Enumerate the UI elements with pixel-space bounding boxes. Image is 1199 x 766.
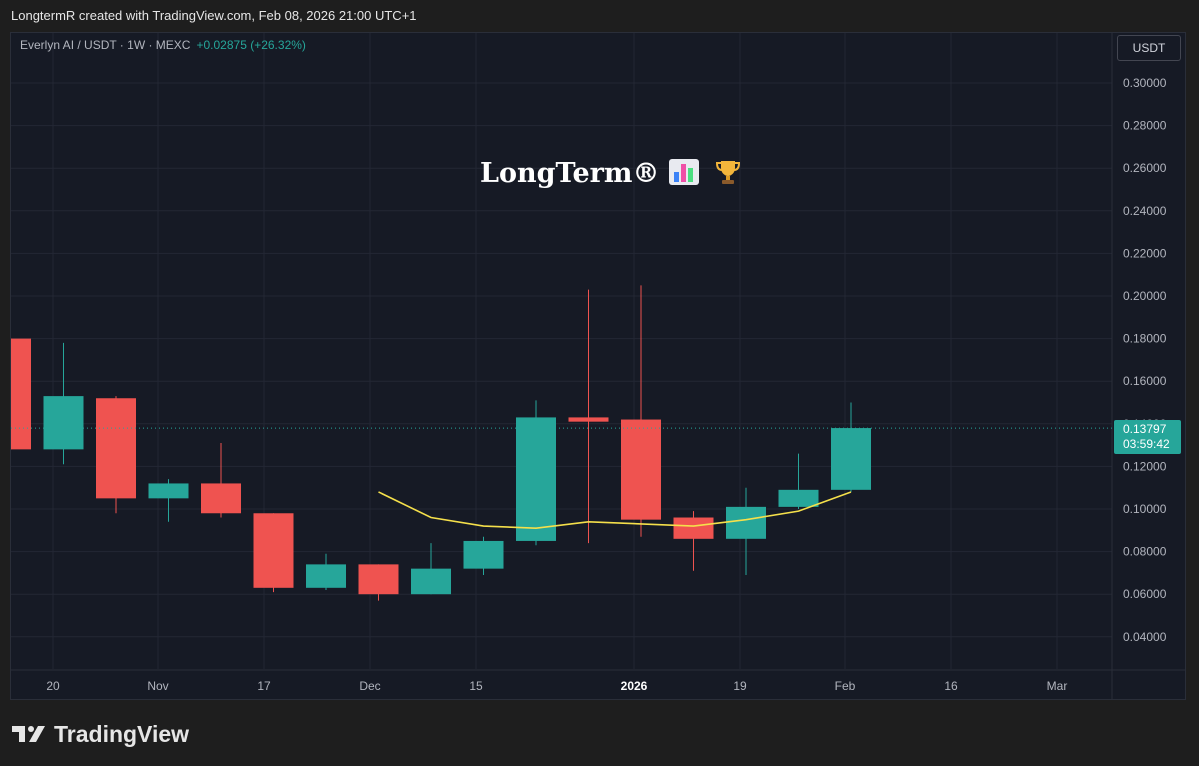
- last-price-value: 0.13797: [1123, 422, 1167, 436]
- brand-name: TradingView: [54, 720, 190, 747]
- candle-body: [148, 483, 189, 499]
- time-tick-label: Mar: [1047, 679, 1068, 693]
- bar-chart-emoji-icon: [668, 159, 699, 185]
- candle-body: [11, 338, 31, 450]
- last-price-tag: 0.13797 03:59:42: [1114, 420, 1181, 454]
- price-change: +0.02875 (+26.32%): [196, 38, 306, 52]
- time-tick-label: 16: [944, 679, 958, 693]
- trophy-emoji-icon: [716, 161, 741, 184]
- candle-body: [96, 398, 136, 499]
- candles: [11, 285, 871, 601]
- time-tick-label: Feb: [835, 679, 856, 693]
- candle-body: [358, 564, 399, 595]
- price-tick-label: 0.26000: [1123, 161, 1167, 175]
- price-tick-label: 0.16000: [1123, 374, 1167, 388]
- candle-body: [306, 564, 346, 588]
- time-tick-label: Nov: [147, 679, 168, 693]
- price-tick-label: 0.10000: [1123, 502, 1167, 516]
- credit-bar: LongtermR created with TradingView.com, …: [0, 0, 1199, 32]
- candle-body: [201, 483, 241, 514]
- candle-body: [43, 396, 84, 450]
- price-tick-label: 0.12000: [1123, 459, 1167, 473]
- moving-average: [378, 491, 852, 529]
- symbol-label: Everlyn AI / USDT · 1W · MEXC: [20, 38, 191, 52]
- currency-badge[interactable]: USDT: [1117, 35, 1181, 61]
- candle-body: [831, 428, 871, 490]
- candle-body: [673, 517, 714, 539]
- bar-countdown: 03:59:42: [1123, 437, 1170, 451]
- time-axis: 20 Nov 17 Dec 15 2026 19 Feb 16 Mar: [11, 669, 1185, 693]
- tradingview-logo-icon: [12, 726, 45, 742]
- time-tick-label: 17: [257, 679, 271, 693]
- time-tick-label: 20: [46, 679, 60, 693]
- brand-footer[interactable]: TradingView: [12, 718, 189, 750]
- candle-body: [568, 417, 609, 422]
- price-tick-label: 0.30000: [1123, 76, 1167, 90]
- grid-lines: [11, 33, 1112, 669]
- watermark-text: LongTerm®: [480, 158, 660, 189]
- price-tick-label: 0.28000: [1123, 119, 1167, 133]
- candle-body: [253, 513, 294, 588]
- candle-body: [726, 506, 766, 539]
- credit-text: LongtermR created with TradingView.com, …: [11, 8, 417, 23]
- candle-body: [411, 568, 451, 595]
- ma-line: [378, 491, 852, 529]
- time-tick-label: Dec: [359, 679, 380, 693]
- price-tick-label: 0.18000: [1123, 332, 1167, 346]
- chart-frame[interactable]: [10, 32, 1186, 700]
- price-tick-label: 0.24000: [1123, 204, 1167, 218]
- time-tick-label: 2026: [621, 679, 648, 693]
- price-tick-label: 0.06000: [1123, 587, 1167, 601]
- candle-body: [621, 419, 661, 520]
- watermark: LongTerm®: [480, 158, 742, 189]
- price-tick-label: 0.04000: [1123, 630, 1167, 644]
- symbol-legend[interactable]: Everlyn AI / USDT · 1W · MEXC +0.02875 (+…: [20, 38, 306, 52]
- time-tick-label: 15: [469, 679, 483, 693]
- price-tick-label: 0.20000: [1123, 289, 1167, 303]
- price-tick-label: 0.08000: [1123, 545, 1167, 559]
- price-axis: 0.30000 0.28000 0.26000 0.24000 0.22000 0.200…: [1111, 33, 1167, 699]
- candle-body: [463, 540, 504, 569]
- price-tick-label: 0.22000: [1123, 246, 1167, 260]
- time-tick-label: 19: [733, 679, 747, 693]
- candle-body: [516, 417, 556, 541]
- candle-body: [778, 489, 819, 507]
